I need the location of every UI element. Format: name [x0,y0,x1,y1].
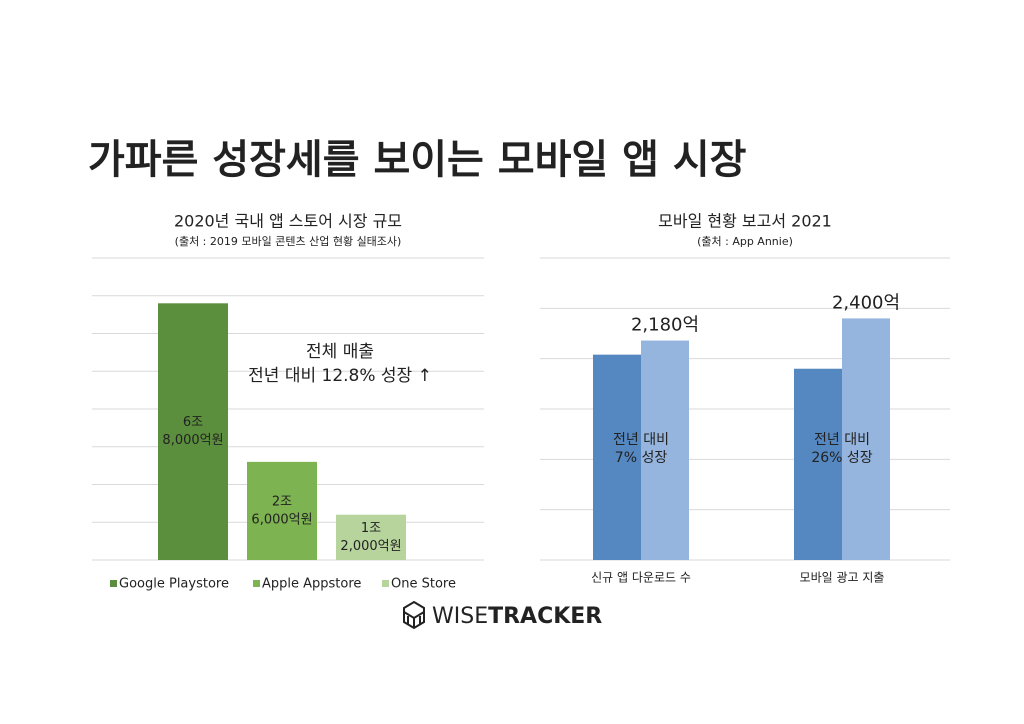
bar [158,303,228,560]
logo-icon [403,600,425,630]
bar [593,354,641,560]
bar [336,514,406,560]
legend-swatch [110,580,117,587]
legend-swatch [253,580,260,587]
value-label: 2,000억원 [340,539,401,554]
logo-bold: TRACKER [488,604,602,629]
x-tick-label: 모바일 광고 지출 [800,571,885,585]
annotation: 전년 대비 12.8% 성장 ↑ [248,366,432,386]
value-label: 2,400억 [832,292,900,313]
value-label: 6조 [183,415,203,430]
bar [641,340,689,560]
bar-annotation: 전년 대비 [613,432,669,448]
value-label: 1조 [361,521,381,536]
legend-label: Apple Appstore [262,577,361,592]
value-label: 8,000억원 [162,433,223,448]
value-label: 6,000억원 [251,512,312,527]
bar [842,318,890,560]
chart-title: 2020년 국내 앱 스토어 시장 규모 [174,212,402,231]
logo-text: WISETRACKER [432,604,602,629]
chart-title: 모바일 현황 보고서 2021 [658,212,832,231]
logo-light: WISE [432,604,488,629]
annotation: 전체 매출 [306,342,374,362]
chart-subtitle: (출처 : App Annie) [697,235,793,248]
slide-title: 가파른 성장세를 보이는 모바일 앱 시장 [88,137,747,183]
logo: WISETRACKER [403,600,602,630]
bar-annotation: 7% 성장 [615,450,668,466]
value-label: 2,180억 [631,315,699,336]
legend-swatch [382,580,389,587]
chart-subtitle: (출처 : 2019 모바일 콘텐츠 산업 현황 실태조사) [175,234,402,248]
value-label: 2조 [272,494,292,509]
x-tick-label: 신규 앱 다운로드 수 [591,571,691,585]
bar [794,368,842,560]
bar-annotation: 전년 대비 [814,432,870,448]
bar [247,461,317,560]
bar-annotation: 26% 성장 [811,450,872,466]
legend-label: One Store [391,577,456,592]
legend-label: Google Playstore [119,577,229,592]
